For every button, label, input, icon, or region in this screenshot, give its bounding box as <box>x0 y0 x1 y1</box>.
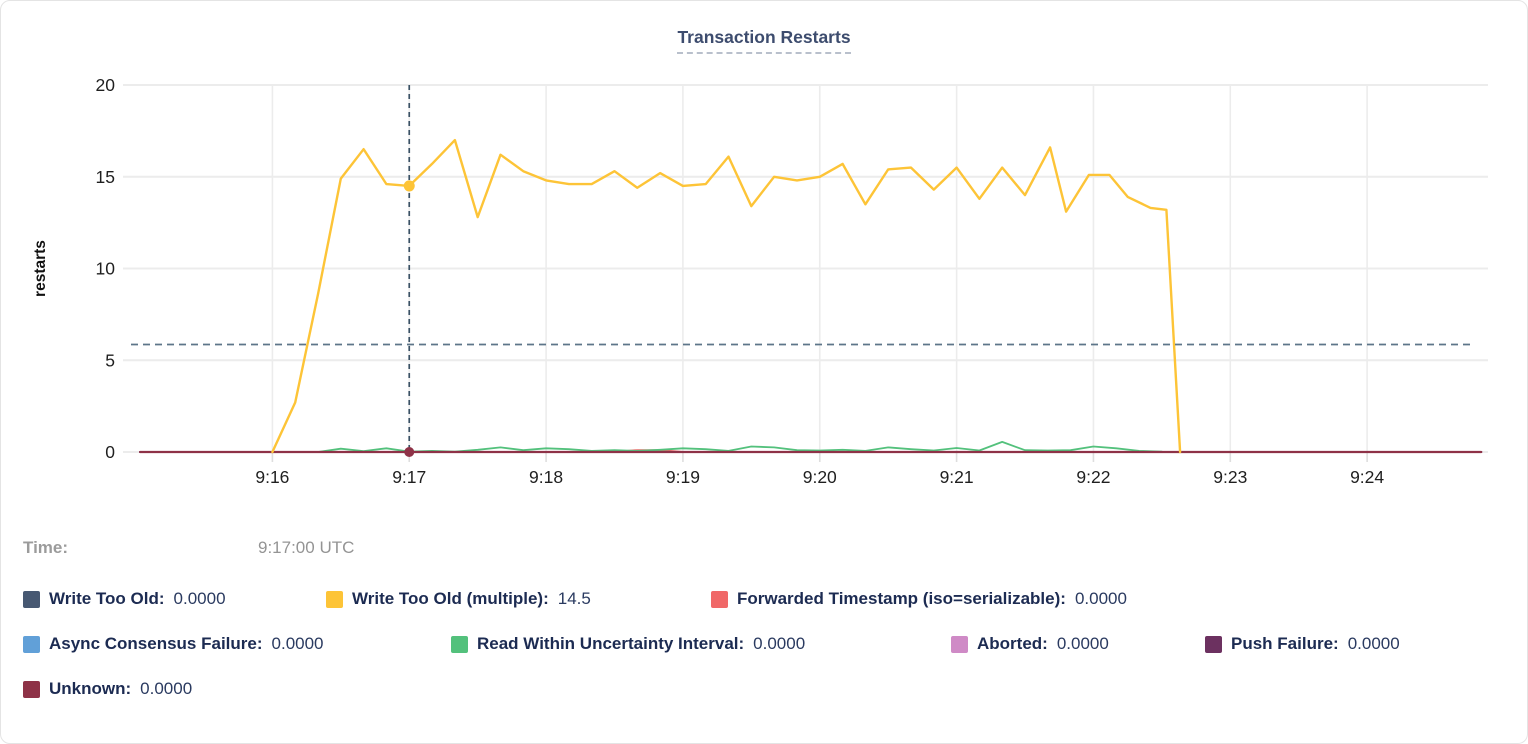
x-tick-label: 9:19 <box>666 467 700 487</box>
y-tick-label: 5 <box>105 350 115 370</box>
legend-item[interactable]: Forwarded Timestamp (iso=serializable): 0… <box>711 589 1127 609</box>
legend-label: Aborted: <box>977 634 1048 653</box>
hover-dot <box>404 447 415 457</box>
legend-row: Write Too Old: 0.0000 Write Too Old (multi… <box>1 589 1527 615</box>
legend-swatch <box>23 680 40 698</box>
legend-value: 0.0000 <box>753 634 806 653</box>
x-tick-label: 9:21 <box>940 467 974 487</box>
x-tick-label: 9:24 <box>1350 467 1384 487</box>
y-axis-title: restarts <box>32 240 49 297</box>
series-line <box>271 138 1182 454</box>
hover-time-row: Time: 9:17:00 UTC <box>1 538 1527 564</box>
legend-item[interactable]: Write Too Old (multiple): 14.5 <box>326 589 591 609</box>
x-tick-label: 9:23 <box>1213 467 1247 487</box>
legend-item[interactable]: Unknown: 0.0000 <box>23 679 192 699</box>
time-value: 9:17:00 UTC <box>258 538 355 557</box>
legend-swatch <box>1205 635 1222 653</box>
legend-swatch <box>23 635 40 653</box>
hover-dot <box>403 180 415 192</box>
legend-swatch <box>326 590 343 608</box>
y-tick-label: 20 <box>96 75 116 95</box>
x-tick-label: 9:16 <box>255 467 289 487</box>
x-tick-label: 9:17 <box>392 467 426 487</box>
legend-item[interactable]: Write Too Old: 0.0000 <box>23 589 226 609</box>
legend-label: Async Consensus Failure: <box>49 634 263 653</box>
legend-label: Unknown: <box>49 679 132 698</box>
legend-item[interactable]: Aborted: 0.0000 <box>951 634 1109 654</box>
y-tick-label: 0 <box>105 442 115 462</box>
legend-value: 0.0000 <box>1056 634 1109 653</box>
legend-value: 0.0000 <box>140 679 193 698</box>
legend-swatch <box>451 635 468 653</box>
chart-header: Transaction Restarts <box>1 27 1527 54</box>
x-tick-label: 9:22 <box>1076 467 1110 487</box>
chart-title[interactable]: Transaction Restarts <box>677 27 851 54</box>
line-chart[interactable]: 0 5 10 15 20 9:16 9:17 9:18 9:19 9:20 9:21 9:22 9:23… <box>1 61 1528 511</box>
x-tick-label: 9:20 <box>803 467 837 487</box>
legend-item[interactable]: Read Within Uncertainty Interval: 0.0000 <box>451 634 805 654</box>
legend-label: Read Within Uncertainty Interval: <box>477 634 745 653</box>
legend-item[interactable]: Async Consensus Failure: 0.0000 <box>23 634 324 654</box>
legend-row: Async Consensus Failure: 0.0000 Read Withi… <box>1 634 1527 660</box>
legend-value: 0.0000 <box>1347 634 1400 653</box>
time-label: Time: <box>23 538 69 557</box>
legend-value: 0.0000 <box>173 589 226 608</box>
series-line <box>317 440 1163 453</box>
legend-swatch <box>23 590 40 608</box>
x-tick-label: 9:18 <box>529 467 563 487</box>
legend-swatch <box>711 590 728 608</box>
legend-value: 0.0000 <box>1074 589 1127 608</box>
legend-label: Forwarded Timestamp (iso=serializable): <box>737 589 1066 608</box>
legend-value: 0.0000 <box>271 634 324 653</box>
legend-swatch <box>951 635 968 653</box>
legend-item[interactable]: Push Failure: 0.0000 <box>1205 634 1400 654</box>
legend-label: Push Failure: <box>1231 634 1339 653</box>
y-tick-label: 10 <box>96 259 116 279</box>
y-tick-label: 15 <box>96 167 115 187</box>
legend-label: Write Too Old: <box>49 589 165 608</box>
legend-label: Write Too Old (multiple): <box>352 589 549 608</box>
legend-row: Unknown: 0.0000 <box>1 679 1527 705</box>
legend-value: 14.5 <box>557 589 591 608</box>
